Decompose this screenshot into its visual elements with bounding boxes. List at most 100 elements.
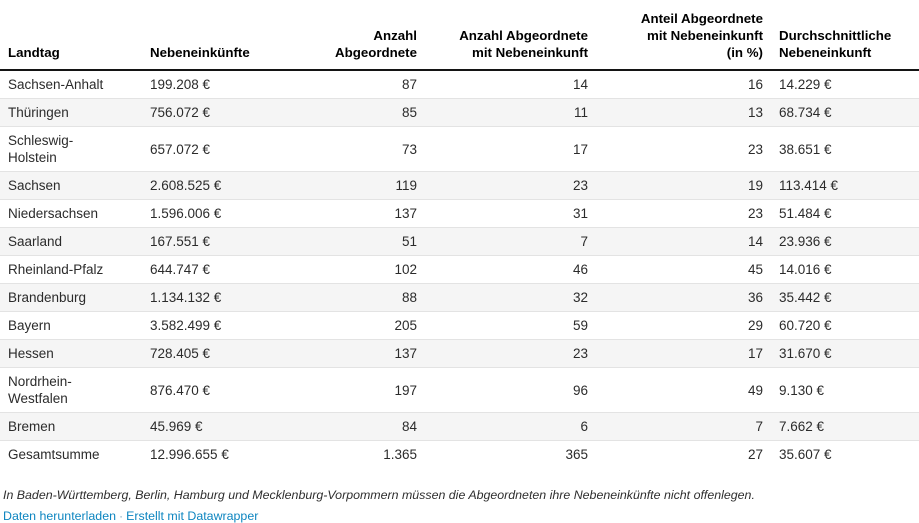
- cell-anzahl-mit-nebeneinkunft: 7: [580, 234, 588, 249]
- cell-durchschnittliche-nebeneinkunft: 38.651 €: [779, 141, 832, 157]
- cell-durchschnittliche-nebeneinkunft: 9.130 €: [779, 382, 825, 398]
- cell-anteil-mit-nebeneinkunft-prozent: 14: [747, 234, 763, 249]
- cell-landtag: Bremen: [8, 419, 56, 434]
- cell-anzahl-abgeordnete: 137: [394, 206, 417, 221]
- cell-nebeneinkuenfte: 45.969 €: [150, 419, 203, 434]
- cell-nebeneinkuenfte: 728.405 €: [150, 346, 211, 361]
- table-row: Bayern 3.582.499 € 205 59 29 60.720 €: [0, 311, 919, 340]
- cell-anzahl-abgeordnete: 119: [395, 178, 417, 193]
- link-separator: ·: [118, 509, 124, 523]
- cell-anzahl-mit-nebeneinkunft: 31: [572, 206, 588, 221]
- cell-anzahl-abgeordnete: 205: [394, 318, 417, 333]
- table-row: Thüringen 756.072 € 85 11 13 68.734 €: [0, 98, 919, 127]
- cell-durchschnittliche-nebeneinkunft: 31.670 €: [779, 346, 832, 361]
- table-row: Gesamtsumme 12.996.655 € 1.365 365 27 35.607 …: [0, 440, 919, 469]
- cell-landtag: Brandenburg: [8, 290, 87, 305]
- cell-anzahl-abgeordnete: 137: [394, 346, 417, 361]
- cell-anzahl-abgeordnete: 51: [401, 234, 417, 249]
- cell-anzahl-mit-nebeneinkunft: 32: [572, 290, 588, 305]
- footnote-text: In Baden-Württemberg, Berlin, Hamburg un…: [3, 488, 755, 502]
- header-row: Landtag Nebeneinkünfte Anzahl Abgeordnete A…: [0, 2, 919, 71]
- table-row: Rheinland-Pfalz 644.747 € 102 46 45 14.016 €: [0, 255, 919, 284]
- download-data-link[interactable]: Daten herunterladen: [3, 509, 116, 523]
- cell-anteil-mit-nebeneinkunft-prozent: 36: [747, 290, 763, 305]
- cell-nebeneinkuenfte: 644.747 €: [150, 262, 211, 277]
- cell-landtag: Saarland: [8, 234, 63, 249]
- cell-durchschnittliche-nebeneinkunft: 35.442 €: [779, 290, 832, 305]
- column-header-anzahl-mit-nebeneinkunft: Anzahl Abgeordnete mit Nebeneinkunft: [425, 2, 596, 71]
- cell-landtag: Schleswig- Holstein: [8, 133, 74, 165]
- cell-anzahl-abgeordnete: 1.365: [383, 447, 417, 462]
- cell-landtag: Thüringen: [8, 105, 69, 120]
- column-header-anteil-mit-nebeneinkunft-prozent: Anteil Abgeordnete mit Nebeneinkunft (in…: [596, 2, 771, 71]
- cell-anzahl-abgeordnete: 88: [401, 290, 417, 305]
- cell-durchschnittliche-nebeneinkunft: 14.016 €: [779, 262, 832, 277]
- cell-anzahl-mit-nebeneinkunft: 365: [565, 447, 588, 462]
- cell-anteil-mit-nebeneinkunft-prozent: 19: [747, 178, 763, 193]
- cell-anzahl-mit-nebeneinkunft: 14: [572, 77, 588, 92]
- table-row: Bremen 45.969 € 84 6 7 7.662 €: [0, 412, 919, 441]
- table-body: Sachsen-Anhalt 199.208 € 87 14 16 14.229 € Thü…: [0, 70, 919, 468]
- cell-landtag: Sachsen-Anhalt: [8, 77, 104, 92]
- cell-anzahl-abgeordnete: 73: [401, 141, 417, 157]
- table-row: Niedersachsen 1.596.006 € 137 31 23 51.484 €: [0, 199, 919, 228]
- cell-durchschnittliche-nebeneinkunft: 7.662 €: [779, 419, 825, 434]
- cell-anteil-mit-nebeneinkunft-prozent: 29: [747, 318, 763, 333]
- cell-nebeneinkuenfte: 657.072 €: [150, 141, 211, 157]
- table-footer: In Baden-Württemberg, Berlin, Hamburg un…: [3, 487, 911, 523]
- nebeneinkuenfte-table: Landtag Nebeneinkünfte Anzahl Abgeordnete A…: [0, 2, 919, 468]
- table-row: Schleswig- Holstein 657.072 € 73 17 23 38.651…: [0, 126, 919, 172]
- cell-anzahl-mit-nebeneinkunft: 23: [572, 178, 588, 193]
- datawrapper-credit-link[interactable]: Erstellt mit Datawrapper: [126, 509, 259, 523]
- cell-durchschnittliche-nebeneinkunft: 35.607 €: [779, 447, 832, 462]
- cell-anzahl-abgeordnete: 102: [394, 262, 417, 277]
- cell-anteil-mit-nebeneinkunft-prozent: 17: [747, 346, 763, 361]
- cell-durchschnittliche-nebeneinkunft: 113.414 €: [779, 178, 839, 193]
- cell-anzahl-mit-nebeneinkunft: 6: [580, 419, 588, 434]
- cell-nebeneinkuenfte: 167.551 €: [150, 234, 211, 249]
- cell-nebeneinkuenfte: 199.208 €: [150, 77, 211, 92]
- cell-anteil-mit-nebeneinkunft-prozent: 7: [755, 419, 763, 434]
- column-header-durchschnittliche-nebeneinkunft: Durchschnittliche Nebeneinkunft: [771, 2, 919, 71]
- cell-anzahl-mit-nebeneinkunft: 96: [572, 382, 588, 398]
- table-row: Brandenburg 1.134.132 € 88 32 36 35.442 €: [0, 283, 919, 312]
- cell-nebeneinkuenfte: 876.470 €: [150, 382, 211, 398]
- cell-anzahl-abgeordnete: 197: [394, 382, 417, 398]
- cell-nebeneinkuenfte: 2.608.525 €: [150, 178, 222, 193]
- column-header-anzahl-abgeordnete: Anzahl Abgeordnete: [310, 2, 425, 71]
- cell-nebeneinkuenfte: 756.072 €: [150, 105, 211, 120]
- cell-durchschnittliche-nebeneinkunft: 68.734 €: [779, 105, 832, 120]
- cell-landtag: Hessen: [8, 346, 54, 361]
- cell-landtag: Bayern: [8, 318, 51, 333]
- cell-landtag: Nordrhein- Westfalen: [8, 374, 72, 406]
- cell-durchschnittliche-nebeneinkunft: 60.720 €: [779, 318, 832, 333]
- cell-durchschnittliche-nebeneinkunft: 23.936 €: [779, 234, 832, 249]
- cell-anzahl-mit-nebeneinkunft: 17: [572, 141, 588, 157]
- cell-durchschnittliche-nebeneinkunft: 51.484 €: [779, 206, 832, 221]
- cell-durchschnittliche-nebeneinkunft: 14.229 €: [779, 77, 832, 92]
- cell-nebeneinkuenfte: 1.134.132 €: [150, 290, 222, 305]
- footer-links: Daten herunterladen · Erstellt mit Datawra…: [3, 507, 911, 523]
- cell-anzahl-abgeordnete: 84: [401, 419, 417, 434]
- cell-anzahl-mit-nebeneinkunft: 46: [572, 262, 588, 277]
- table-row: Saarland 167.551 € 51 7 14 23.936 €: [0, 227, 919, 256]
- cell-anteil-mit-nebeneinkunft-prozent: 49: [747, 382, 763, 398]
- cell-landtag: Niedersachsen: [8, 206, 99, 221]
- cell-anteil-mit-nebeneinkunft-prozent: 27: [747, 447, 763, 462]
- cell-nebeneinkuenfte: 12.996.655 €: [150, 447, 229, 462]
- cell-nebeneinkuenfte: 1.596.006 €: [150, 206, 222, 221]
- cell-anzahl-mit-nebeneinkunft: 23: [572, 346, 588, 361]
- cell-nebeneinkuenfte: 3.582.499 €: [150, 318, 222, 333]
- cell-landtag: Sachsen: [8, 178, 61, 193]
- cell-anteil-mit-nebeneinkunft-prozent: 23: [747, 141, 763, 157]
- cell-anteil-mit-nebeneinkunft-prozent: 13: [747, 105, 763, 120]
- table-row: Sachsen 2.608.525 € 119 23 19 113.414 €: [0, 171, 919, 200]
- cell-anzahl-abgeordnete: 85: [401, 105, 417, 120]
- cell-anteil-mit-nebeneinkunft-prozent: 45: [747, 262, 763, 277]
- cell-anzahl-mit-nebeneinkunft: 11: [573, 105, 588, 120]
- table-row: Nordrhein- Westfalen 876.470 € 197 96 49 9.13…: [0, 367, 919, 413]
- table-row: Hessen 728.405 € 137 23 17 31.670 €: [0, 339, 919, 368]
- table-row: Sachsen-Anhalt 199.208 € 87 14 16 14.229 €: [0, 70, 919, 99]
- cell-landtag: Gesamtsumme: [8, 447, 100, 462]
